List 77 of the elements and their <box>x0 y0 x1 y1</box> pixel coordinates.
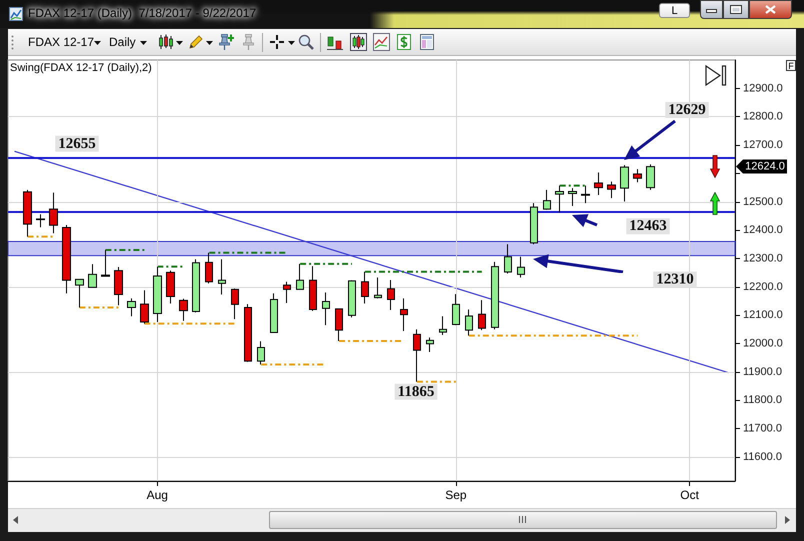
candlestick <box>309 266 317 312</box>
x-tick-label: Sep <box>445 488 467 502</box>
candlestick <box>581 185 590 204</box>
candlestick <box>568 188 577 207</box>
text: 12624.0 <box>745 160 785 172</box>
y-tick-label: 12200.0 <box>743 280 783 293</box>
candlestick <box>75 278 84 308</box>
candlestick <box>127 298 136 317</box>
candlestick <box>348 280 356 318</box>
x-tick-label: Aug <box>146 488 168 502</box>
candlestick <box>413 328 421 382</box>
y-tick-label: 11700.0 <box>743 422 782 435</box>
candlestick <box>192 258 200 313</box>
candlestick <box>426 337 434 353</box>
candlestick <box>49 192 58 234</box>
candlestick <box>23 189 32 238</box>
candlestick <box>478 300 486 331</box>
candlestick <box>283 281 291 304</box>
candlestick <box>179 298 188 322</box>
y-tick-label: 11900.0 <box>743 366 782 378</box>
annotation: 11865 <box>398 384 434 400</box>
candlestick <box>555 185 564 213</box>
candlestick <box>646 164 655 190</box>
corner-button: F <box>786 60 796 71</box>
y-tick-label: 12100.0 <box>743 309 783 322</box>
candlestick <box>205 252 213 284</box>
candlestick <box>504 244 512 274</box>
candlestick <box>114 266 123 306</box>
candlestick <box>140 290 149 324</box>
candlestick <box>620 164 629 202</box>
candlestick <box>594 172 603 196</box>
candlestick <box>530 202 538 245</box>
candlestick <box>439 316 447 336</box>
y-tick-label: 12800.0 <box>743 110 783 123</box>
candlestick <box>543 189 551 210</box>
candlestick <box>257 340 265 365</box>
candlestick <box>296 263 304 290</box>
candlestick <box>335 308 343 342</box>
chart-subtitle: Swing(FDAX 12-17 (Daily),2) <box>10 62 152 75</box>
x-tick-label: Oct <box>680 488 700 502</box>
candlestick <box>633 168 642 183</box>
ref-line-label: 12463 <box>629 218 667 234</box>
y-tick-label: 12000.0 <box>743 338 783 350</box>
candlestick <box>244 304 252 362</box>
band-label: 12310 <box>656 272 694 288</box>
candlestick <box>361 271 369 304</box>
candlestick <box>166 270 175 304</box>
y-tick-label: 11800.0 <box>743 394 782 406</box>
y-tick-label: 12400.0 <box>743 224 783 236</box>
candlestick <box>465 308 473 336</box>
y-tick-label: 12500.0 <box>743 196 783 208</box>
candlestick <box>452 294 460 326</box>
ref-line-label: 12655 <box>58 136 96 152</box>
y-tick-label: 12300.0 <box>743 252 783 264</box>
y-tick-label: 12900.0 <box>743 82 783 94</box>
candlestick <box>400 298 408 332</box>
candlestick <box>517 256 525 278</box>
candlestick <box>36 214 45 228</box>
y-tick-label: 12700.0 <box>743 139 783 152</box>
candlestick <box>101 249 110 278</box>
candlestick <box>491 261 499 330</box>
candlestick <box>231 288 239 320</box>
candlestick <box>218 258 226 295</box>
candlestick <box>387 279 395 311</box>
letter-button: L <box>659 3 690 18</box>
candlestick <box>88 264 97 288</box>
chart-title: FDAX 12-17 (Daily) 7/18/2017 - 9/22/2017 <box>28 6 256 20</box>
y-tick-label: 11600.0 <box>743 450 782 463</box>
text: Daily <box>109 35 136 49</box>
candlestick <box>607 181 616 199</box>
candlestick <box>374 276 382 299</box>
candlestick <box>270 292 278 334</box>
candlestick <box>322 292 330 326</box>
annotation: 12629 <box>668 102 706 118</box>
candlestick <box>153 266 162 322</box>
candlestick <box>62 224 71 294</box>
text: FDAX 12-17 <box>28 35 94 49</box>
